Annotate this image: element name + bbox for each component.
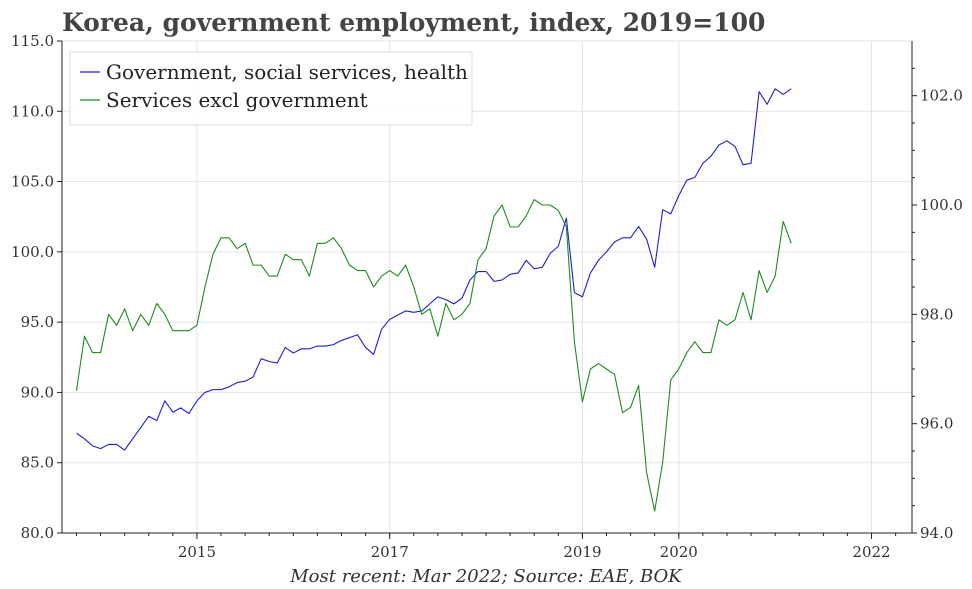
chart-footnote: Most recent: Mar 2022; Source: EAE, BOK [289,566,683,587]
chart-title: Korea, government employment, index, 201… [62,8,765,37]
series-line-government [76,88,792,451]
left-tick-label: 105.0 [11,173,54,191]
right-tick-label: 102.0 [920,87,963,105]
left-tick-label: 110.0 [11,102,54,120]
x-tick-label: 2022 [852,543,890,561]
x-tick-label: 2017 [371,543,409,561]
left-tick-label: 85.0 [21,454,54,472]
x-axis-ticks: 2015 2017 2019 2020 2022 [75,533,897,561]
series-line-services [75,198,792,512]
right-tick-label: 94.0 [920,524,953,542]
right-tick-label: 100.0 [920,196,963,214]
legend-label-services: Services excl government [106,88,368,112]
left-tick-label: 95.0 [21,313,54,331]
right-tick-label: 98.0 [920,305,953,323]
legend-box [69,51,473,126]
legend-label-government: Government, social services, health [106,60,468,84]
right-y-axis-ticks: 94.0 96.0 98.0 100.0 102.0 [912,67,963,542]
left-tick-label: 115.0 [11,32,54,50]
legend: Government, social services, health Serv… [69,51,473,126]
grid [62,40,912,534]
x-tick-label: 2020 [660,543,698,561]
left-tick-label: 90.0 [21,383,54,401]
left-tick-label: 80.0 [21,524,54,542]
left-y-axis-ticks: 80.0 85.0 90.0 95.0 100.0 105.0 110.0 115.0 [11,32,62,542]
series-lines [75,88,792,512]
x-tick-label: 2019 [563,543,601,561]
x-tick-label: 2015 [178,543,216,561]
left-tick-label: 100.0 [11,243,54,261]
right-tick-label: 96.0 [920,415,953,433]
